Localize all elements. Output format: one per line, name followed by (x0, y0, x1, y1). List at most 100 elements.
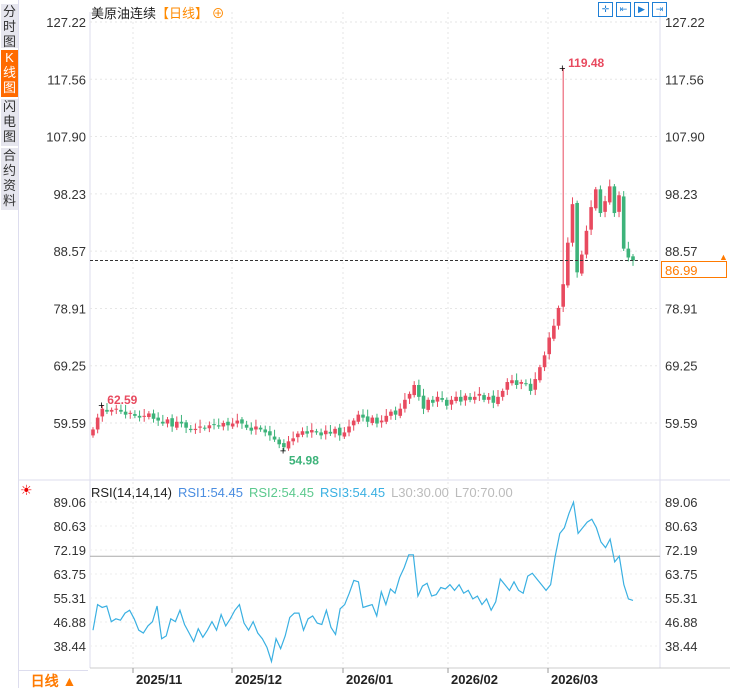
toolbar: ✛ ⇤ ▶ ⇥ (598, 2, 667, 17)
candle-body (249, 427, 254, 431)
y-tick-label-right: 78.91 (665, 301, 698, 316)
crosshair-icon[interactable]: ✛ (598, 2, 613, 17)
candle-body (510, 380, 514, 384)
candle-body (524, 383, 528, 385)
extreme-label: 119.48 (568, 56, 604, 70)
candle-body (593, 189, 598, 209)
candle-body (463, 395, 468, 401)
candle-body (542, 355, 547, 368)
rsi-legend: RSI(14,14,14) RSI1:54.45 RSI2:54.45 RSI3:54… (91, 485, 519, 500)
rsi-tick-label-left: 38.44 (53, 639, 86, 654)
candle-body (556, 307, 561, 326)
x-tick-label: 2025/12 (235, 672, 282, 687)
extreme-marker: + (98, 400, 104, 412)
candle-body (156, 417, 160, 421)
l30-value: L30:30.00 (391, 485, 449, 500)
candle-body (449, 399, 454, 405)
y-tick-label-right: 59.59 (665, 416, 698, 431)
rsi-tick-label-left: 80.63 (53, 519, 86, 534)
candle-body (123, 411, 128, 415)
candle-body (351, 420, 356, 426)
candle-body (142, 415, 147, 417)
candle-body (263, 429, 268, 433)
candle-body (226, 421, 230, 426)
candle-body (174, 421, 179, 428)
candle-body (477, 393, 482, 396)
extreme-marker: + (559, 63, 565, 75)
candle-body (109, 409, 114, 412)
candle-body (403, 399, 407, 409)
tab-contract-info[interactable]: 合约资料 (1, 148, 18, 211)
candle-body (323, 430, 328, 435)
candle-body (491, 395, 496, 403)
candle-body (458, 396, 463, 402)
candle-body (626, 248, 631, 258)
y-tick-label-right: 98.23 (665, 187, 698, 202)
candle-body (589, 207, 593, 230)
candle-body (212, 424, 216, 426)
goto-end-icon[interactable]: ⇥ (652, 2, 667, 17)
x-tick-label: 2026/02 (451, 672, 498, 687)
candle-body (105, 409, 109, 412)
settings-sun-icon[interactable]: ☀ (20, 482, 33, 498)
candle-body (254, 426, 258, 430)
candle-body (607, 186, 612, 203)
candle-body (151, 413, 156, 419)
candle-body (188, 428, 193, 431)
candle-body (370, 417, 375, 423)
x-tick-label: 2026/01 (346, 672, 393, 687)
candle-body (379, 420, 384, 423)
candle-body (538, 367, 542, 381)
candle-body (277, 439, 282, 445)
rsi-tick-label-right: 63.75 (665, 567, 698, 582)
candle-body (333, 428, 337, 434)
candle-body (282, 443, 286, 448)
candle-body (617, 195, 621, 212)
candle-body (468, 396, 472, 400)
candle-body (91, 429, 95, 436)
candle-body (342, 432, 347, 437)
tab-kline[interactable]: K线图 (1, 50, 18, 98)
play-icon[interactable]: ▶ (634, 2, 649, 17)
y-tick-label-right: 107.90 (665, 130, 705, 145)
candle-body (393, 410, 398, 415)
rsi2-value: RSI2:54.45 (248, 485, 315, 500)
rsi3-value: RSI3:54.45 (320, 485, 386, 500)
candle-body (337, 427, 342, 436)
circle-plus-icon[interactable]: ⊕ (211, 6, 225, 21)
divider (18, 0, 19, 688)
fit-range-icon[interactable]: ⇤ (616, 2, 631, 17)
rsi-line (92, 499, 634, 664)
candle-body (598, 189, 603, 214)
candle-body (444, 399, 449, 406)
rsi-tick-label-right: 38.44 (665, 639, 698, 654)
candle-body (533, 379, 538, 390)
tab-flash[interactable]: 闪电图 (1, 99, 18, 147)
candle-body (179, 421, 184, 424)
candle-body (119, 409, 123, 412)
candle-body (193, 428, 198, 431)
candle-body (500, 390, 505, 397)
candle-body (514, 380, 519, 385)
candle-body (328, 431, 333, 434)
period-button[interactable]: 日线 ▲ (19, 670, 88, 689)
y-tick-label-left: 69.25 (53, 359, 86, 374)
rsi1-value: RSI1:54.45 (177, 485, 243, 500)
candle-body (496, 396, 500, 404)
candle-body (575, 202, 579, 273)
candle-body (454, 396, 458, 402)
candle-body (272, 436, 277, 440)
y-tick-label-right: 88.57 (665, 244, 698, 259)
rsi-tick-label-right: 55.31 (665, 591, 698, 606)
y-tick-label-left: 78.91 (53, 301, 86, 316)
rsi-tick-label-right: 80.63 (665, 519, 698, 534)
l70-value: L70:70.00 (454, 485, 513, 500)
candle-body (486, 396, 491, 400)
candle-body (603, 201, 607, 212)
y-tick-label-left: 107.90 (46, 130, 86, 145)
candle-body (579, 254, 584, 274)
candle-body (133, 414, 137, 416)
candle-body (202, 427, 207, 429)
tab-intraday[interactable]: 分时图 (1, 4, 18, 49)
